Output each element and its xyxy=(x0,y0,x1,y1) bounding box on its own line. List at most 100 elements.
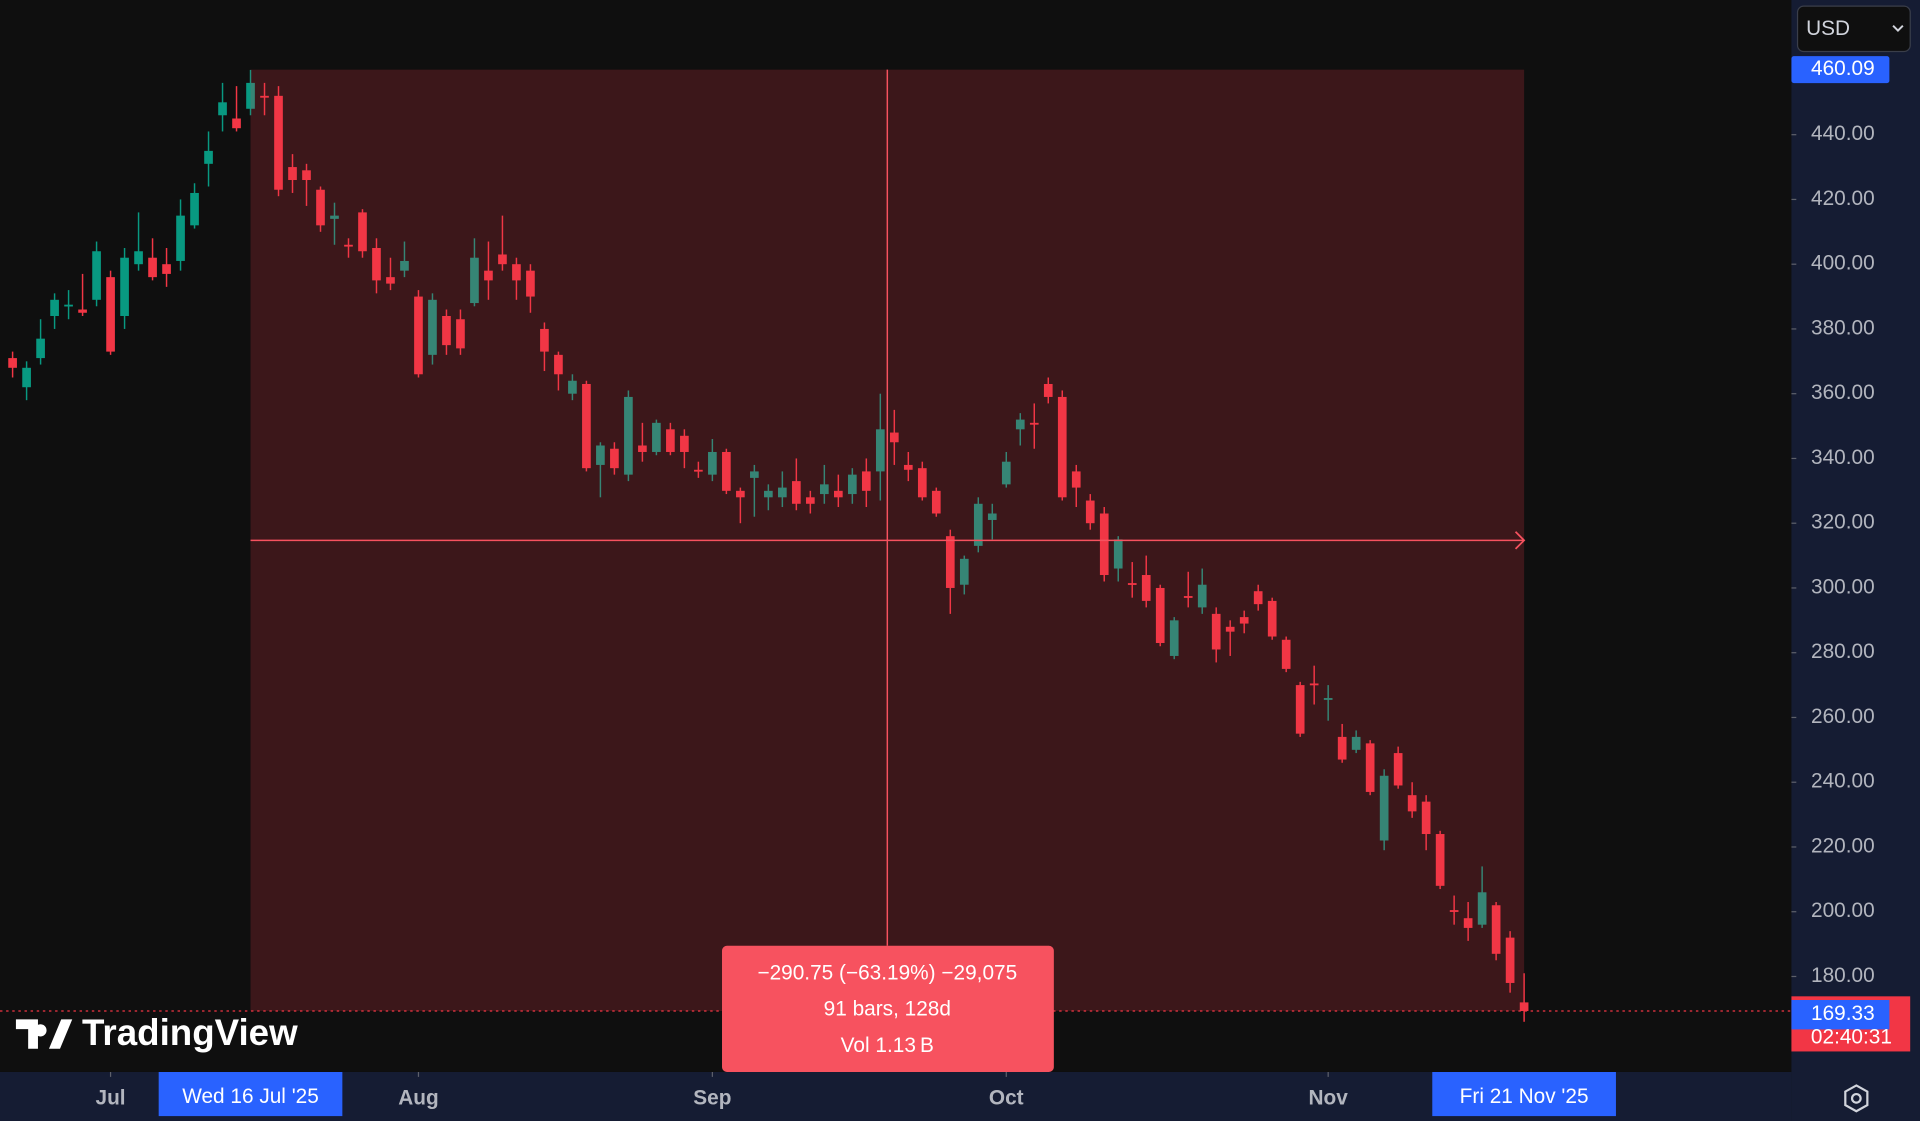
candle-body xyxy=(1253,591,1263,605)
candle-body xyxy=(1239,617,1249,624)
candle-body xyxy=(1505,937,1515,983)
measure-bars: 91 bars, 128d xyxy=(824,998,951,1021)
candle-body xyxy=(624,396,633,475)
candle-body xyxy=(288,167,297,181)
last-price-label: 169.33 xyxy=(1811,1002,1875,1025)
candle-body xyxy=(1407,795,1417,812)
candle-body xyxy=(1127,583,1137,585)
x-tick-label: Aug xyxy=(398,1086,438,1109)
candle-body xyxy=(1169,620,1179,656)
settings[interactable] xyxy=(1844,1084,1869,1113)
candle-body xyxy=(50,299,59,316)
measure-change: −290.75 (−63.19%) −29,075 xyxy=(757,961,1017,984)
candle-body xyxy=(372,248,381,281)
candle-body xyxy=(1057,396,1067,498)
x-tick-label: Oct xyxy=(989,1086,1024,1109)
candle-body xyxy=(302,170,311,181)
candle-body xyxy=(442,315,451,346)
candle-body xyxy=(344,244,353,247)
last-price-badge xyxy=(1791,1000,1890,1030)
candle-body xyxy=(1491,905,1501,954)
candle-body xyxy=(470,257,479,304)
candle-body xyxy=(36,338,45,359)
candle-body xyxy=(428,299,437,355)
candle-body xyxy=(1043,383,1053,397)
candle-body xyxy=(64,304,73,307)
candle-body xyxy=(722,451,731,491)
candle-body xyxy=(1477,892,1487,925)
candle-body xyxy=(959,558,969,585)
candle-body xyxy=(875,429,885,472)
y-tick-label: 380.00 xyxy=(1811,316,1875,339)
date-badge-label: Fri 21 Nov '25 xyxy=(1460,1085,1589,1108)
candle-body xyxy=(652,422,661,452)
y-tick-label: 420.00 xyxy=(1811,187,1875,210)
y-tick-label: 220.00 xyxy=(1811,834,1875,857)
y-tick-label: 280.00 xyxy=(1811,640,1875,663)
y-tick-label: 180.00 xyxy=(1811,964,1875,987)
candle-body xyxy=(162,264,171,274)
candle-body xyxy=(819,484,829,495)
candle-body xyxy=(484,270,493,281)
measure-volume: Vol 1.13 B xyxy=(841,1034,934,1057)
currency-button[interactable] xyxy=(1796,5,1911,53)
candle-body xyxy=(861,471,871,491)
currency[interactable]: USD xyxy=(1806,17,1850,40)
candle-body xyxy=(1393,753,1403,786)
candle-body xyxy=(1001,461,1011,485)
measure-box xyxy=(722,945,1054,1072)
candle-body xyxy=(1211,613,1221,650)
candle-body xyxy=(1071,471,1081,488)
candle-body xyxy=(1379,775,1389,841)
candle-body xyxy=(176,215,185,261)
candle-body xyxy=(945,536,955,588)
candle-body xyxy=(386,277,395,284)
candle-body xyxy=(526,270,535,297)
candle-body xyxy=(1015,419,1025,430)
brand: TradingView xyxy=(82,1012,298,1053)
candle-body xyxy=(833,490,843,498)
candle-body xyxy=(8,358,17,368)
settings-icon-center xyxy=(1850,1092,1862,1104)
candle-body xyxy=(274,95,283,190)
y-tick-label: 300.00 xyxy=(1811,575,1875,598)
candle-body xyxy=(610,448,619,469)
currency-select[interactable]: USD xyxy=(1796,5,1911,53)
settings-icon[interactable] xyxy=(1844,1084,1869,1113)
candle-body xyxy=(120,257,129,316)
candle-body xyxy=(260,95,269,98)
range-top-label: 460.09 xyxy=(1811,57,1875,80)
y-tick-label: 260.00 xyxy=(1811,705,1875,728)
candle-body xyxy=(1281,639,1291,669)
candle-body xyxy=(106,277,115,352)
date-badge xyxy=(1432,1071,1616,1117)
candle-body xyxy=(750,471,759,478)
candle-body xyxy=(778,487,787,498)
candle-body xyxy=(1351,736,1361,750)
candle-body xyxy=(414,296,423,375)
candle-body xyxy=(330,215,339,219)
y-tick-label: 440.00 xyxy=(1811,122,1875,145)
candle-body xyxy=(148,257,157,278)
candle-body xyxy=(78,309,87,313)
candle-body xyxy=(498,254,507,265)
candle-body xyxy=(917,468,927,498)
candle-body xyxy=(764,490,773,498)
candle-body xyxy=(680,435,689,452)
candle-body xyxy=(1435,834,1445,886)
y-tick-label: 240.00 xyxy=(1811,770,1875,793)
x-tick-label: Sep xyxy=(693,1086,731,1109)
candle-body xyxy=(1155,587,1165,644)
candle-body xyxy=(694,469,703,472)
candle-body xyxy=(1519,1002,1529,1012)
candle-body xyxy=(512,264,521,281)
candle-body xyxy=(792,481,801,504)
candle-body xyxy=(246,82,255,109)
candle-body xyxy=(1365,743,1375,792)
candle-body xyxy=(1141,575,1151,601)
candle-body xyxy=(1295,685,1305,734)
candle-body xyxy=(931,490,941,514)
overlay: −290.75 (−63.19%) −29,075 91 bars, 128d Vo… xyxy=(0,69,1792,1072)
candle-body xyxy=(1323,698,1333,700)
